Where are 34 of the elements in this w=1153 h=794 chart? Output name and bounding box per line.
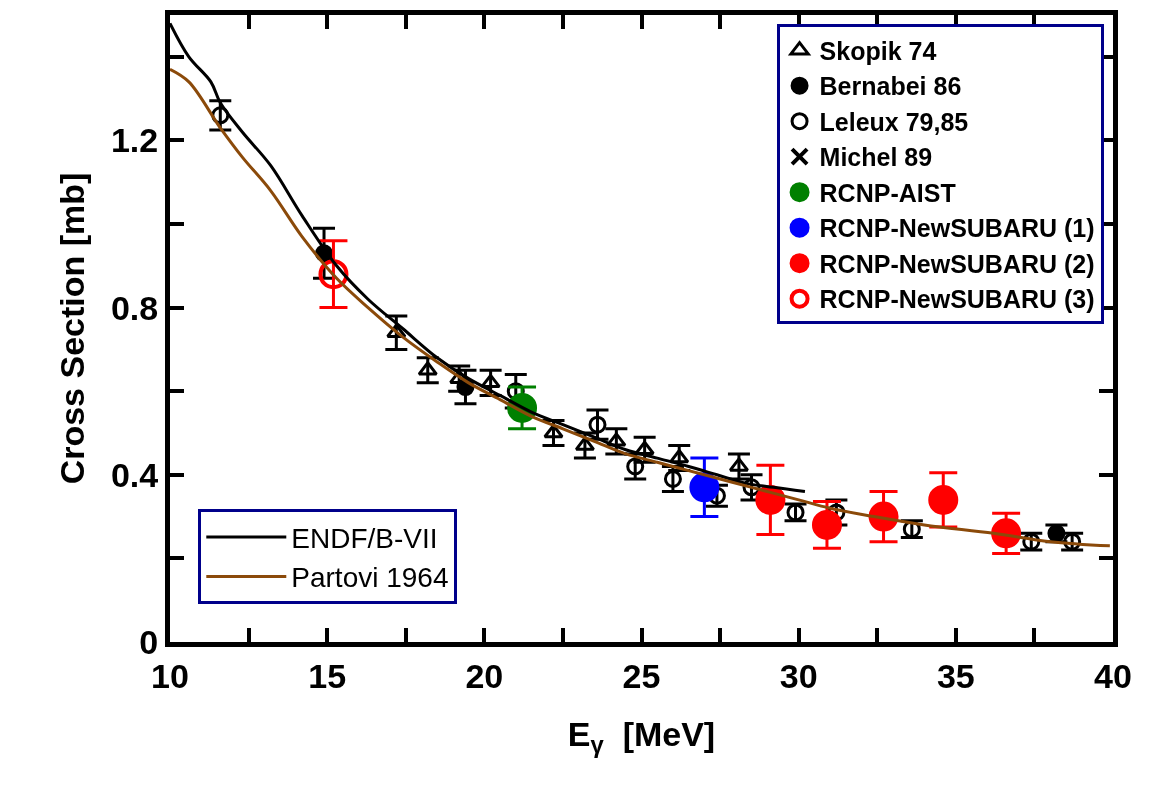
point bbox=[626, 457, 645, 476]
point bbox=[606, 432, 627, 447]
line-series bbox=[170, 67, 1112, 548]
legend-label: Partovi 1964 bbox=[291, 562, 449, 594]
x-tick-label: 15 bbox=[308, 656, 347, 695]
point bbox=[663, 469, 682, 488]
y-tick-label: 1.2 bbox=[110, 121, 159, 160]
x-axis-title: E$_{γ}$ [MeV] bbox=[567, 715, 716, 759]
point bbox=[588, 415, 607, 434]
legend-label: ENDF/B-VII bbox=[291, 523, 438, 554]
y-tick-label: 0.8 bbox=[110, 288, 159, 327]
y-axis-title: Cross Section [mb] bbox=[52, 172, 91, 485]
point bbox=[928, 484, 959, 515]
point bbox=[811, 509, 842, 540]
legend-label: RCNP-AIST bbox=[819, 178, 956, 207]
legend-label: Leleux 79,85 bbox=[819, 107, 969, 136]
x-tick-label: 30 bbox=[779, 656, 818, 695]
point bbox=[417, 361, 438, 376]
point bbox=[480, 373, 501, 389]
legend-label: RCNP-NewSUBARU (1) bbox=[819, 214, 1095, 243]
x-tick-label: 40 bbox=[1094, 656, 1132, 695]
x-tick-label: 35 bbox=[936, 656, 975, 695]
x-tick-label: 20 bbox=[465, 656, 504, 695]
legend-label: Bernabei 86 bbox=[819, 72, 962, 101]
y-tick-label: 0.4 bbox=[110, 455, 159, 494]
x-tick-label: 25 bbox=[622, 656, 661, 695]
point bbox=[689, 472, 720, 503]
legend-label: RCNP-NewSUBARU (3) bbox=[819, 285, 1095, 314]
legend-label: Skopik 74 bbox=[819, 36, 937, 65]
legend-label: RCNP-NewSUBARU (2) bbox=[819, 249, 1095, 278]
point bbox=[669, 449, 690, 464]
legend-label: Michel 89 bbox=[819, 143, 933, 172]
point bbox=[634, 440, 655, 455]
point bbox=[543, 424, 564, 439]
